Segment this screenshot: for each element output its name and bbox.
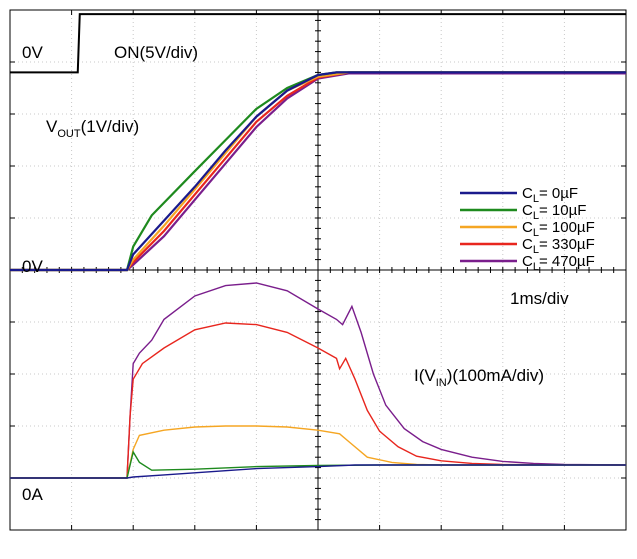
legend-label-sub: L [533,261,539,273]
legend-label-sub: L [533,227,539,239]
iin-label-rest: )(100mA/div) [447,366,544,385]
iin-trace [10,282,627,479]
legend-label-sub: L [533,244,539,256]
legend-label-main: C [522,219,533,236]
legend-label-rest: = 470µF [539,253,595,270]
legend-label-rest: = 100µF [539,219,595,236]
legend-label-main: C [522,185,533,202]
legend-label: CL= 470µF [522,253,595,273]
iin-label-sub: IN [436,377,447,389]
legend-label: CL= 10µF [522,202,586,222]
iin-trace [10,322,627,479]
vout-trace [10,71,626,272]
legend-label-main: C [522,236,533,253]
legend-label-rest: = 0µF [539,185,578,202]
iin-zero-label: 0A [22,485,43,504]
legend-label-sub: L [533,193,539,205]
on-zero-label: 0V [22,43,43,62]
iin-trace [10,425,626,479]
vout-label-sub: OUT [57,128,81,140]
legend-label-rest: = 10µF [539,202,586,219]
vout-trace [10,71,626,272]
iin-label-main: I(V [414,366,436,385]
legend-label-main: C [522,202,533,219]
vout-label-main: V [46,117,58,136]
legend-label: CL= 330µF [522,236,595,256]
iin-trace-label: I(VIN)(100mA/div) [414,366,544,389]
vout-label-rest: (1V/div) [81,117,140,136]
on-trace-label: ON(5V/div) [114,43,198,62]
vout-zero-label: 0V [22,257,43,276]
iin-trace [10,464,626,479]
legend-label: CL= 0µF [522,185,578,205]
legend-label: CL= 100µF [522,219,595,239]
vout-trace-label: VOUT(1V/div) [46,117,139,140]
traces [10,13,627,479]
legend-label-sub: L [533,210,539,222]
legend-label-rest: = 330µF [539,236,595,253]
on-trace [10,13,626,74]
time-base-label: 1ms/div [510,289,569,308]
legend-label-main: C [522,253,533,270]
